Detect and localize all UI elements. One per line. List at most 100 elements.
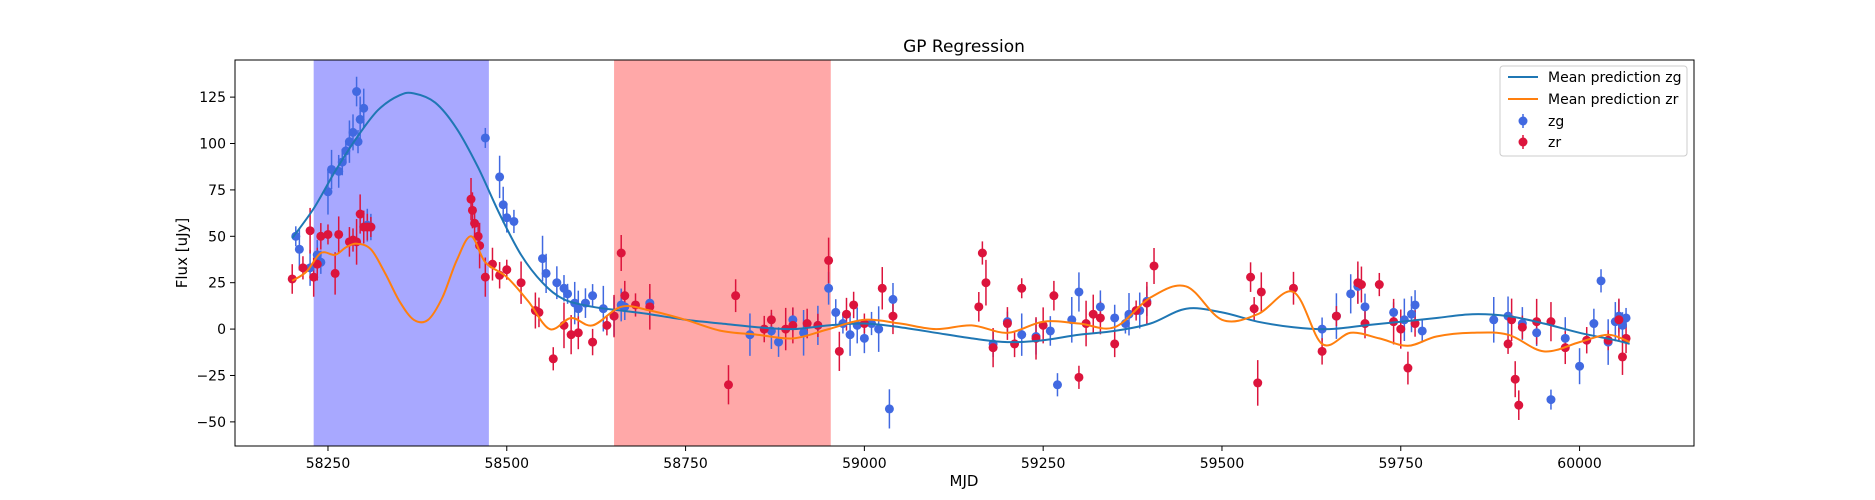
zg-point (352, 87, 362, 97)
zr-point (877, 283, 887, 293)
zr-point (566, 330, 576, 340)
zg-point (1052, 380, 1062, 390)
zg-point (824, 283, 834, 293)
zr-point (1088, 309, 1098, 319)
legend-label-zg-line: Mean prediction zg (1548, 70, 1682, 86)
zg-point (498, 200, 508, 210)
y-tick-label: 25 (208, 276, 226, 292)
zg-point (1017, 330, 1027, 340)
x-axis-ticks: 58250 58500 58750 59000 59250 59500 59750 60000 (306, 446, 1602, 472)
zr-point (316, 231, 326, 241)
zr-point (1074, 372, 1084, 382)
zg-point (888, 294, 898, 304)
y-tick-label: 0 (217, 322, 226, 338)
zr-point (802, 319, 812, 329)
x-tick-label: 58750 (663, 456, 708, 472)
zg-point (1575, 361, 1585, 371)
zg-point (291, 231, 301, 241)
zg-point (480, 133, 490, 143)
y-axis-ticks: −50 −25 0 25 50 75 100 125 (196, 90, 235, 431)
zg-point (355, 114, 365, 124)
zr-point (609, 311, 619, 321)
y-tick-label: −50 (196, 415, 226, 431)
zr-point (1517, 322, 1527, 332)
shaded-region-2 (614, 60, 831, 446)
zr-point (1331, 311, 1341, 321)
y-axis-label: Flux [uJy] (173, 218, 191, 288)
mean-prediction-line-zg (291, 91, 1630, 345)
legend-label-zg: zg (1548, 114, 1564, 130)
zr-point (1095, 313, 1105, 323)
zr-point (1396, 324, 1406, 334)
zg-point (1406, 309, 1416, 319)
zg-point (831, 307, 841, 317)
zg-point (502, 213, 512, 223)
zr-point (1514, 400, 1524, 410)
zr-point (602, 320, 612, 330)
zr-point (502, 265, 512, 275)
zg-point (1489, 315, 1499, 325)
zg-point (1532, 328, 1542, 338)
zr-point (298, 263, 308, 273)
zr-point (480, 272, 490, 282)
zr-point (1617, 352, 1627, 362)
zg-point (1417, 326, 1427, 336)
zr-point (1049, 291, 1059, 301)
legend: Mean prediction zg Mean prediction zr zg… (1499, 65, 1688, 157)
legend-label-zr: zr (1548, 135, 1561, 151)
zg-point (1560, 333, 1570, 343)
zg-point (495, 172, 505, 182)
zr-point (1614, 315, 1624, 325)
zg-point (1410, 300, 1420, 310)
zg-point (573, 304, 583, 314)
x-axis-label: MJD (950, 472, 979, 490)
y-tick-label: −25 (196, 368, 226, 384)
zr-point (355, 209, 365, 219)
zr-point (309, 272, 319, 282)
legend-marker-zg (1518, 116, 1528, 126)
zg-point (552, 278, 562, 288)
zr-point (1510, 374, 1520, 384)
zg-point (1399, 315, 1409, 325)
zr-point (366, 222, 376, 232)
zg-point (359, 103, 369, 113)
zg-point (874, 324, 884, 334)
zg-point (341, 146, 351, 156)
zg-point (1360, 302, 1370, 312)
zr-point (841, 309, 851, 319)
zr-point (573, 328, 583, 338)
zr-point (1017, 283, 1027, 293)
zr-point (466, 194, 476, 204)
zr-point (334, 229, 344, 239)
zr-point (548, 354, 558, 364)
y-tick-label: 125 (199, 90, 226, 106)
zg-point (541, 268, 551, 278)
zr-point (1317, 346, 1327, 356)
x-tick-label: 59000 (842, 456, 887, 472)
zr-point (849, 300, 859, 310)
zr-point (1010, 339, 1020, 349)
zr-point (516, 278, 526, 288)
x-tick-label: 59250 (1021, 456, 1066, 472)
zr-point (473, 231, 483, 241)
zr-point (888, 311, 898, 321)
zg-point (1045, 326, 1055, 336)
x-tick-label: 58500 (485, 456, 530, 472)
zr-point (588, 337, 598, 347)
zr-point (766, 315, 776, 325)
zr-point (1356, 280, 1366, 290)
y-tick-label: 75 (208, 183, 226, 199)
zg-point (563, 289, 573, 299)
chart-title: GP Regression (903, 37, 1025, 57)
zg-point (1596, 276, 1606, 286)
zr-point (1253, 378, 1263, 388)
zg-point (588, 291, 598, 301)
zr-point (1110, 339, 1120, 349)
zr-point (616, 248, 626, 258)
legend-label-zr-line: Mean prediction zr (1548, 92, 1679, 108)
zr-point (305, 226, 315, 236)
zr-point (1002, 319, 1012, 329)
zg-point (1124, 309, 1134, 319)
zr-point (467, 205, 477, 215)
zr-point (974, 302, 984, 312)
